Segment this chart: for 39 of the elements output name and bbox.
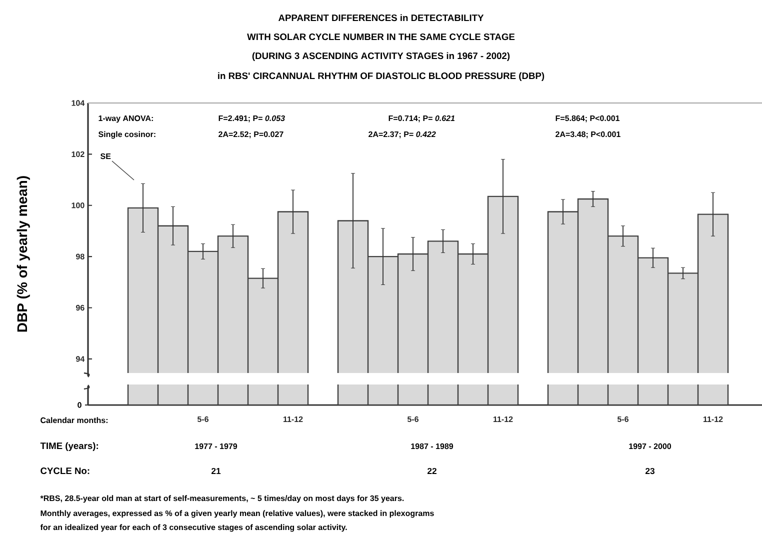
- annotation: F=2.491; P= 0.053: [218, 115, 285, 122]
- text: Monthly averages, expressed as % of a given yearly mean (relative values), were stacked in plexograms: [40, 510, 434, 518]
- y-axis-title: DBP (% of yearly mean): [16, 176, 30, 332]
- text: 1977 - 1979: [195, 443, 238, 450]
- text: 22: [427, 468, 436, 474]
- text: *RBS, 28.5-year old man at start of self-measurements, ~ 5 times/day on most days for 35 years.: [40, 495, 404, 503]
- annotation: 2A=3.48; P<0.001: [556, 131, 620, 138]
- chart-title: APPARENT DIFFERENCES in DETECTABILITY: [278, 14, 484, 22]
- chart-subtitle: WITH SOLAR CYCLE NUMBER IN THE SAME CYCLE STAGE: [247, 33, 515, 40]
- text: (DURING 3 ASCENDING ACTIVITY STAGES in 1967 - 2002): [252, 52, 510, 61]
- text: 0: [78, 402, 82, 408]
- x-tick-label: 11-12: [494, 416, 513, 422]
- x-tick-label: 5-6: [197, 416, 208, 422]
- text: SE: [100, 153, 111, 160]
- annotation: 1-way ANOVA:: [98, 115, 153, 123]
- y-tick-label: 104: [72, 100, 85, 106]
- annotation: 2A=2.37; P= 0.422: [368, 131, 436, 138]
- text: TIME (years):: [40, 442, 98, 451]
- y-tick-label: 96: [76, 304, 84, 311]
- text: 1997 - 2000: [629, 443, 672, 450]
- x-tick-label: 5-6: [407, 416, 418, 422]
- text: 23: [645, 468, 655, 474]
- text: for an idealized year for each of 3 consecutive stages of ascending solar activity.: [40, 524, 347, 532]
- text: 1987 - 1989: [411, 443, 454, 450]
- y-tick-label: 102: [72, 151, 84, 158]
- y-tick-label: 100: [72, 202, 84, 208]
- text: CYCLE No:: [40, 467, 90, 474]
- y-tick-label: 98: [76, 254, 84, 260]
- y-tick-label: 94: [76, 356, 85, 362]
- annotation: Single cosinor:: [98, 131, 156, 139]
- x-tick-label: 11-12: [704, 416, 723, 422]
- x-axis-title: Calendar months:: [40, 417, 108, 424]
- annotation: 2A=2.52; P=0.027: [218, 131, 284, 138]
- x-tick-label: 11-12: [284, 416, 303, 422]
- x-tick-label: 5-6: [617, 416, 628, 422]
- text: 21: [211, 468, 221, 474]
- annotation: F=0.714; P= 0.621: [388, 115, 455, 122]
- annotation: F=5.864; P<0.001: [556, 115, 620, 122]
- text: in RBS' CIRCANNUAL RHYTHM OF DIASTOLIC BLOOD PRESSURE (DBP): [218, 72, 544, 81]
